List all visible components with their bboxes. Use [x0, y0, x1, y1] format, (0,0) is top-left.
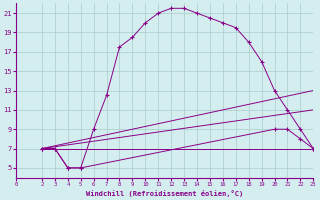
X-axis label: Windchill (Refroidissement éolien,°C): Windchill (Refroidissement éolien,°C): [86, 190, 243, 197]
